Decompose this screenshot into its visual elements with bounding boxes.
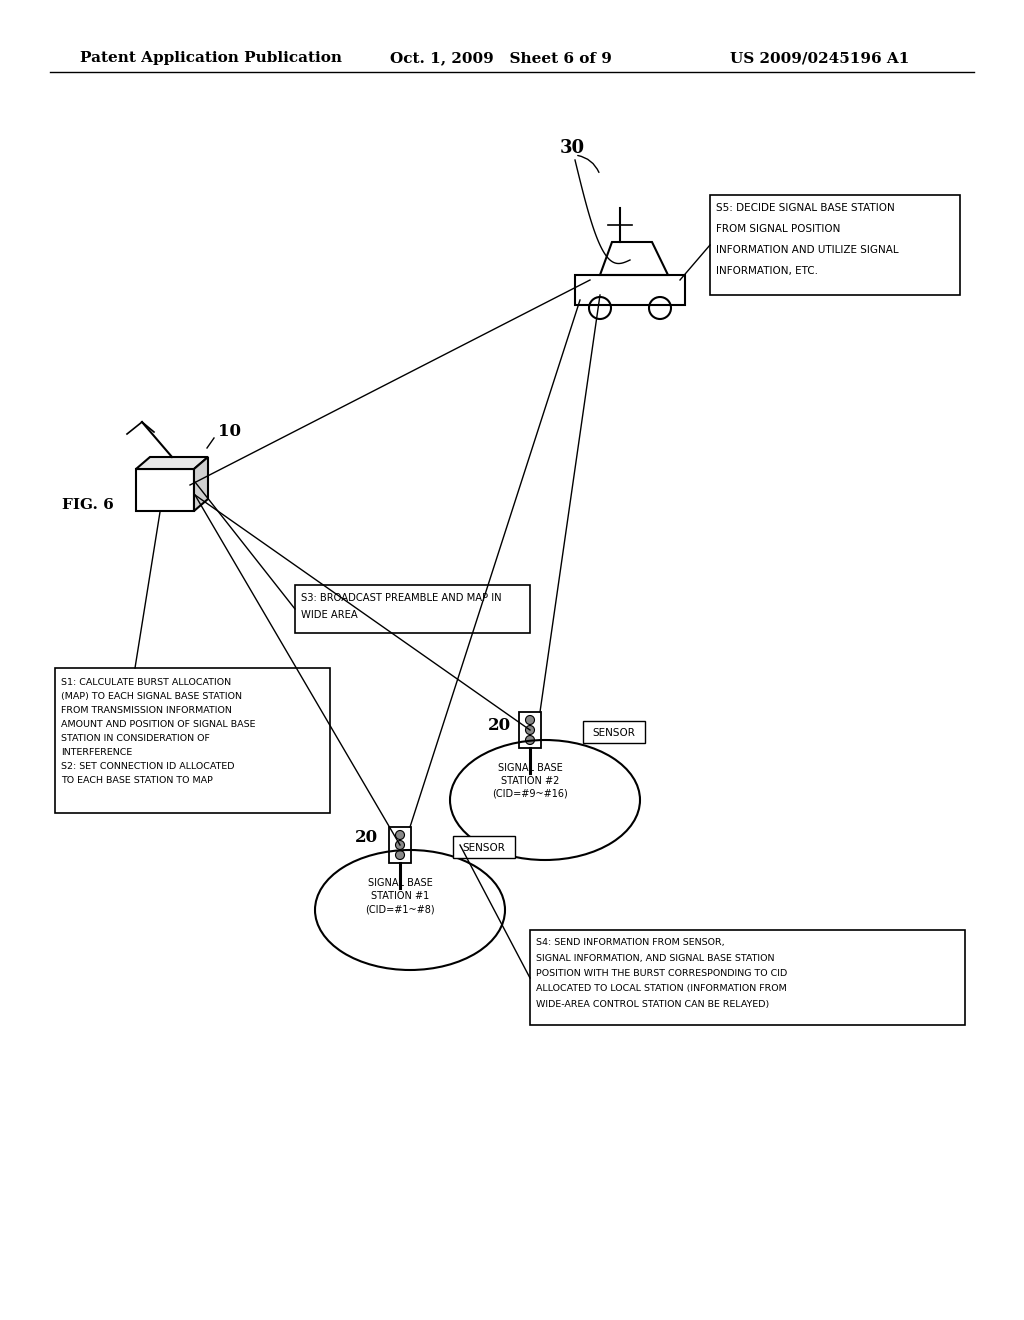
Circle shape (395, 830, 404, 840)
Text: FIG. 6: FIG. 6 (62, 498, 114, 512)
Text: 10: 10 (218, 424, 241, 441)
Text: 20: 20 (488, 717, 511, 734)
Text: STATION #1: STATION #1 (371, 891, 429, 902)
Text: ALLOCATED TO LOCAL STATION (INFORMATION FROM: ALLOCATED TO LOCAL STATION (INFORMATION … (536, 985, 786, 994)
FancyBboxPatch shape (295, 585, 530, 634)
Circle shape (525, 726, 535, 734)
Text: S3: BROADCAST PREAMBLE AND MAP IN: S3: BROADCAST PREAMBLE AND MAP IN (301, 593, 502, 603)
Text: Patent Application Publication: Patent Application Publication (80, 51, 342, 65)
Text: SIGNAL INFORMATION, AND SIGNAL BASE STATION: SIGNAL INFORMATION, AND SIGNAL BASE STAT… (536, 953, 774, 962)
Text: WIDE AREA: WIDE AREA (301, 610, 357, 620)
Text: S5: DECIDE SIGNAL BASE STATION: S5: DECIDE SIGNAL BASE STATION (716, 203, 895, 213)
Circle shape (525, 715, 535, 725)
FancyBboxPatch shape (389, 828, 411, 863)
Circle shape (395, 850, 404, 859)
Text: TO EACH BASE STATION TO MAP: TO EACH BASE STATION TO MAP (61, 776, 213, 785)
FancyBboxPatch shape (453, 836, 515, 858)
Polygon shape (194, 457, 208, 511)
Text: SENSOR: SENSOR (463, 843, 506, 853)
FancyBboxPatch shape (519, 711, 541, 748)
FancyBboxPatch shape (583, 721, 645, 743)
Text: Oct. 1, 2009   Sheet 6 of 9: Oct. 1, 2009 Sheet 6 of 9 (390, 51, 612, 65)
Text: 30: 30 (560, 139, 585, 157)
Text: SIGNAL BASE: SIGNAL BASE (498, 763, 562, 774)
Text: SENSOR: SENSOR (593, 729, 636, 738)
Text: WIDE-AREA CONTROL STATION CAN BE RELAYED): WIDE-AREA CONTROL STATION CAN BE RELAYED… (536, 1001, 769, 1008)
FancyBboxPatch shape (55, 668, 330, 813)
Text: STATION IN CONSIDERATION OF: STATION IN CONSIDERATION OF (61, 734, 210, 743)
Text: (CID=#1~#8): (CID=#1~#8) (366, 904, 435, 913)
Text: INTERFERENCE: INTERFERENCE (61, 748, 132, 756)
Text: (CID=#9~#16): (CID=#9~#16) (493, 789, 568, 799)
Text: FROM TRANSMISSION INFORMATION: FROM TRANSMISSION INFORMATION (61, 706, 231, 715)
FancyBboxPatch shape (710, 195, 961, 294)
Circle shape (525, 735, 535, 744)
FancyBboxPatch shape (530, 931, 965, 1026)
Text: INFORMATION, ETC.: INFORMATION, ETC. (716, 267, 818, 276)
Text: POSITION WITH THE BURST CORRESPONDING TO CID: POSITION WITH THE BURST CORRESPONDING TO… (536, 969, 787, 978)
Text: INFORMATION AND UTILIZE SIGNAL: INFORMATION AND UTILIZE SIGNAL (716, 246, 899, 255)
Polygon shape (136, 469, 194, 511)
Polygon shape (136, 457, 208, 469)
Text: AMOUNT AND POSITION OF SIGNAL BASE: AMOUNT AND POSITION OF SIGNAL BASE (61, 719, 256, 729)
Text: S4: SEND INFORMATION FROM SENSOR,: S4: SEND INFORMATION FROM SENSOR, (536, 939, 725, 946)
Text: FROM SIGNAL POSITION: FROM SIGNAL POSITION (716, 224, 841, 234)
Text: SIGNAL BASE: SIGNAL BASE (368, 878, 432, 888)
Text: (MAP) TO EACH SIGNAL BASE STATION: (MAP) TO EACH SIGNAL BASE STATION (61, 692, 242, 701)
Text: S1: CALCULATE BURST ALLOCATION: S1: CALCULATE BURST ALLOCATION (61, 678, 231, 686)
Text: US 2009/0245196 A1: US 2009/0245196 A1 (730, 51, 909, 65)
Text: 20: 20 (355, 829, 378, 846)
Text: STATION #2: STATION #2 (501, 776, 559, 785)
Circle shape (395, 841, 404, 850)
Text: S2: SET CONNECTION ID ALLOCATED: S2: SET CONNECTION ID ALLOCATED (61, 762, 234, 771)
